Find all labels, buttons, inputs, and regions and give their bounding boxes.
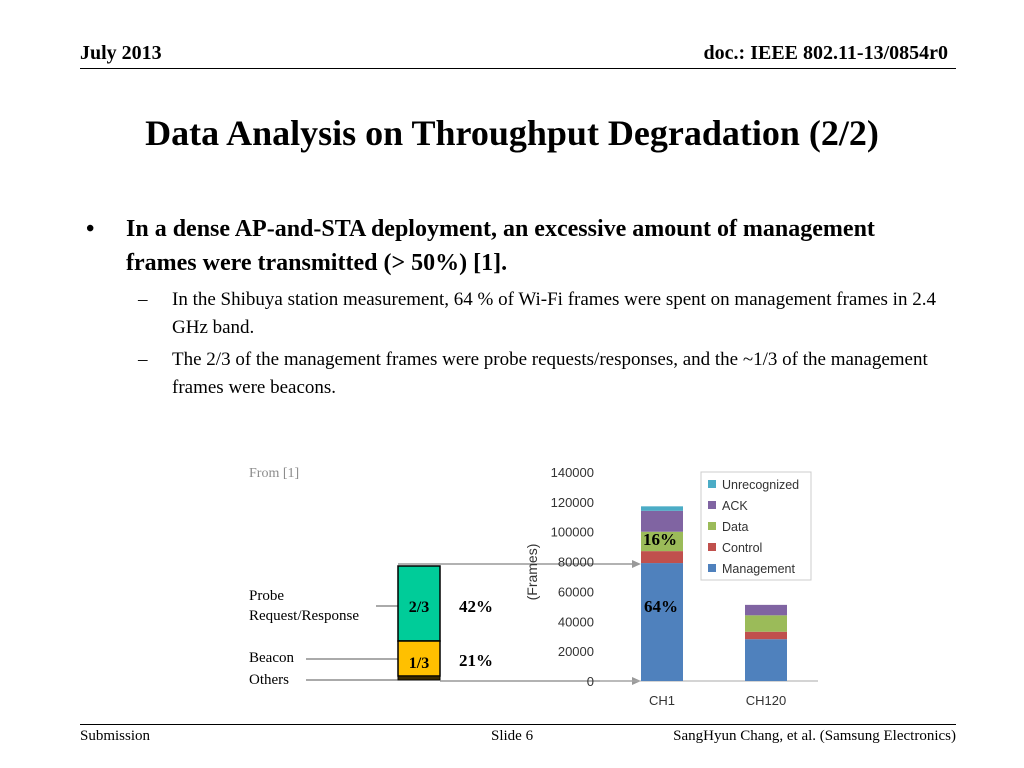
legend-entry: Control: [722, 541, 762, 555]
legend-swatch: [708, 564, 716, 572]
header-divider: [80, 68, 956, 69]
bar-ack-ch120: [745, 604, 787, 616]
y-tick-label: 120000: [551, 495, 594, 510]
bar-management-ch1: [641, 563, 683, 681]
legend-entry: Unrecognized: [722, 478, 799, 492]
frames-chart: 020000400006000080000100000120000140000 …: [524, 465, 818, 708]
bars: [641, 506, 787, 681]
beacon-percent: 21%: [459, 651, 493, 670]
x-tick-label: CH1: [649, 693, 675, 708]
legend-swatch: [708, 522, 716, 530]
slide-title: Data Analysis on Throughput Degradation …: [145, 113, 879, 153]
bullet-marker: •: [86, 216, 95, 242]
y-axis-label: (Frames): [524, 544, 540, 601]
x-tick-label: CH120: [746, 693, 786, 708]
beacon-fraction: 1/3: [409, 655, 429, 672]
guide-arrow-top: [632, 560, 641, 568]
x-axis-labels: CH1 CH120: [649, 693, 786, 708]
management-percent-annotation: 64%: [644, 597, 678, 616]
legend-swatch: [708, 543, 716, 551]
header-doc-id: doc.: IEEE 802.11-13/0854r0: [703, 42, 948, 64]
sub-bullet-marker: –: [138, 349, 148, 370]
bar-data-ch1: [641, 531, 683, 552]
bar-data-ch120: [745, 615, 787, 632]
bar-control-ch1: [641, 551, 683, 564]
chart-legend: Unrecognized ACK Data Control Management: [700, 471, 812, 581]
beacon-label: Beacon: [249, 650, 294, 666]
legend-entry: ACK: [722, 499, 748, 513]
y-tick-label: 100000: [551, 525, 594, 540]
probe-fraction: 2/3: [409, 599, 429, 616]
header-date: July 2013: [80, 42, 162, 64]
figure-source: From [1]: [249, 466, 300, 481]
y-tick-label: 0: [587, 674, 594, 689]
footer-slide-number: Slide 6: [491, 728, 534, 744]
sub-bullet-text: In the Shibuya station measurement, 64 %…: [172, 289, 936, 338]
bar-management-ch120: [745, 639, 787, 681]
y-tick-label: 60000: [558, 584, 594, 599]
beacon-segment: [397, 640, 441, 677]
bar-unrecognized-ch1: [641, 506, 683, 511]
footer-submission: Submission: [80, 728, 151, 744]
sub-bullet-text: The 2/3 of the management frames were pr…: [172, 349, 928, 398]
bar-control-ch120: [745, 631, 787, 640]
upper-percent-annotation: 16%: [643, 530, 677, 549]
legend-box: [700, 471, 812, 581]
footer-divider: [80, 724, 956, 725]
y-tick-label: 20000: [558, 644, 594, 659]
legend-swatch: [708, 480, 716, 488]
probe-label: Probe Request/Response: [249, 588, 359, 624]
legend-entry: Data: [722, 520, 748, 534]
bar-ack-ch1: [641, 510, 683, 532]
others-label: Others: [249, 672, 289, 688]
main-bullet-text: In a dense AP-and-STA deployment, an exc…: [126, 216, 875, 276]
y-tick-label: 140000: [551, 465, 594, 480]
legend-swatch: [708, 501, 716, 509]
y-tick-label: 80000: [558, 555, 594, 570]
probe-segment: [397, 565, 441, 642]
footer-author: SangHyun Chang, et al. (Samsung Electron…: [673, 728, 956, 744]
legend-entry: Management: [722, 562, 795, 576]
others-segment: [397, 675, 441, 681]
y-tick-label: 40000: [558, 614, 594, 629]
sub-bullet-marker: –: [138, 289, 148, 310]
probe-percent: 42%: [459, 597, 493, 616]
